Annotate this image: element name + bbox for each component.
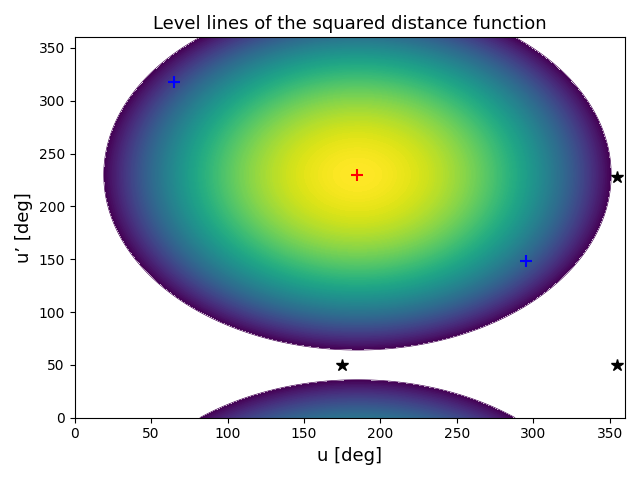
- Title: Level lines of the squared distance function: Level lines of the squared distance func…: [153, 15, 547, 33]
- Y-axis label: u’ [deg]: u’ [deg]: [15, 192, 33, 263]
- X-axis label: u [deg]: u [deg]: [317, 447, 382, 465]
